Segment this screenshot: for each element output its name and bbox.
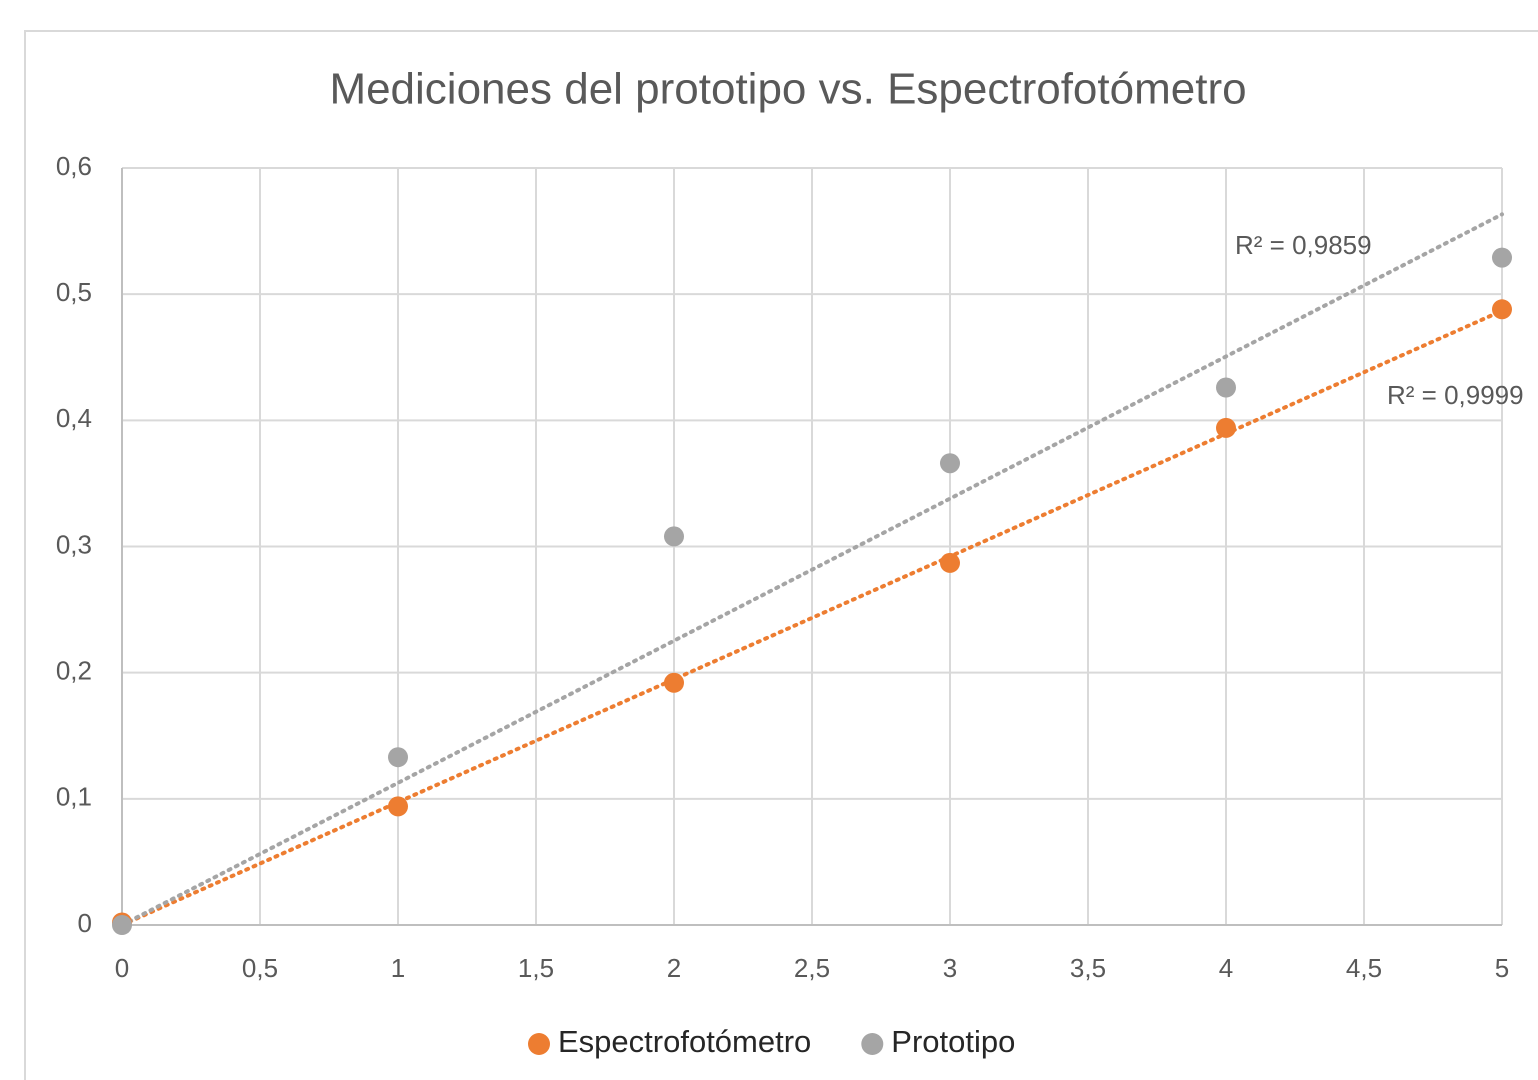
y-tick-label: 0,1 <box>56 782 92 812</box>
x-tick-label: 4,5 <box>1346 953 1382 983</box>
x-tick-label: 2 <box>667 953 681 983</box>
y-tick-label: 0,4 <box>56 403 92 433</box>
point <box>1216 377 1236 398</box>
x-tick-label: 4 <box>1219 953 1233 983</box>
x-tick-label: 1 <box>391 953 405 983</box>
trendline-label: R² = 0,9999 <box>1387 380 1524 410</box>
point <box>388 747 408 768</box>
y-tick-label: 0,6 <box>56 151 92 181</box>
point <box>1492 247 1512 268</box>
legend-marker <box>528 1033 550 1055</box>
legend-marker <box>861 1033 884 1055</box>
x-tick-label: 3 <box>943 953 957 983</box>
y-tick-label: 0,5 <box>56 277 92 307</box>
point <box>664 526 684 547</box>
legend-label: Prototipo <box>891 1024 1015 1059</box>
point <box>388 796 408 817</box>
point <box>940 453 960 474</box>
point <box>664 672 684 693</box>
chart-frame <box>24 30 1538 1080</box>
point <box>1492 299 1512 320</box>
trendline <box>120 308 1504 927</box>
x-tick-label: 1,5 <box>518 953 554 983</box>
point <box>940 552 960 573</box>
x-tick-label: 0,5 <box>242 953 278 983</box>
point <box>112 915 132 935</box>
trendline <box>120 212 1504 927</box>
x-tick-label: 2,5 <box>794 953 830 983</box>
legend-label: Espectrofotómetro <box>558 1024 811 1059</box>
x-tick-label: 3,5 <box>1070 953 1106 983</box>
x-tick-label: 5 <box>1495 953 1509 983</box>
y-tick-label: 0 <box>78 908 92 938</box>
x-tick-label: 0 <box>115 953 129 983</box>
chart-title: Mediciones del prototipo vs. Espectrofot… <box>329 65 1246 114</box>
trendline-label: R² = 0,9859 <box>1235 230 1372 260</box>
y-tick-label: 0,3 <box>56 529 92 559</box>
y-tick-label: 0,2 <box>56 656 92 686</box>
point <box>1216 417 1236 438</box>
